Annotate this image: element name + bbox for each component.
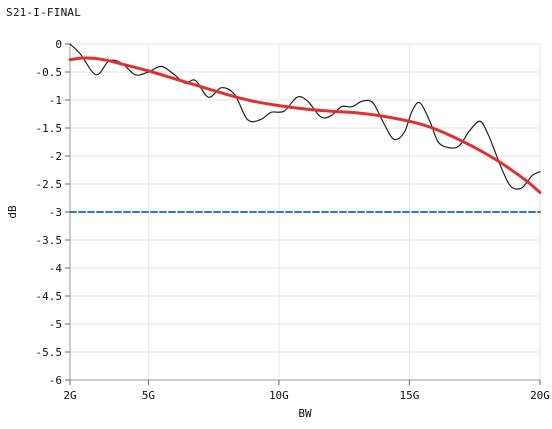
series	[68, 43, 542, 213]
tick-labels: 0 -0.5 -1 -1.5 -2 -2.5 -3 -3.5 -4 -4.5 -5 -5.5 -62G 5…	[36, 38, 550, 402]
y-tick-label: -1	[49, 94, 62, 107]
y-tick-label: -0.5	[36, 66, 63, 79]
y-tick-label: -5.5	[36, 346, 63, 359]
x-tick-label: 10G	[269, 389, 289, 402]
x-tick-label: 15G	[400, 389, 420, 402]
y-tick-label: -4.5	[36, 290, 63, 303]
y-tick-label: -3	[49, 206, 62, 219]
axes	[65, 43, 541, 385]
y-tick-label: -2	[49, 150, 62, 163]
y-tick-label: -6	[49, 374, 62, 387]
y-tick-label: -2.5	[36, 178, 63, 191]
x-tick-label: 2G	[63, 389, 76, 402]
fit-line	[68, 56, 542, 194]
y-tick-label: -3.5	[36, 234, 63, 247]
x-tick-label: 20G	[530, 389, 550, 402]
y-axis-label: dB	[6, 205, 19, 219]
chart-title: S21-I-FINAL	[6, 6, 82, 19]
x-tick-label: 5G	[142, 389, 155, 402]
y-tick-label: -1.5	[36, 122, 63, 135]
y-tick-label: 0	[55, 38, 62, 51]
x-axis-label: BW	[298, 407, 312, 420]
y-tick-label: -4	[49, 262, 63, 275]
y-tick-label: -5	[49, 318, 62, 331]
measured-line	[69, 43, 541, 190]
